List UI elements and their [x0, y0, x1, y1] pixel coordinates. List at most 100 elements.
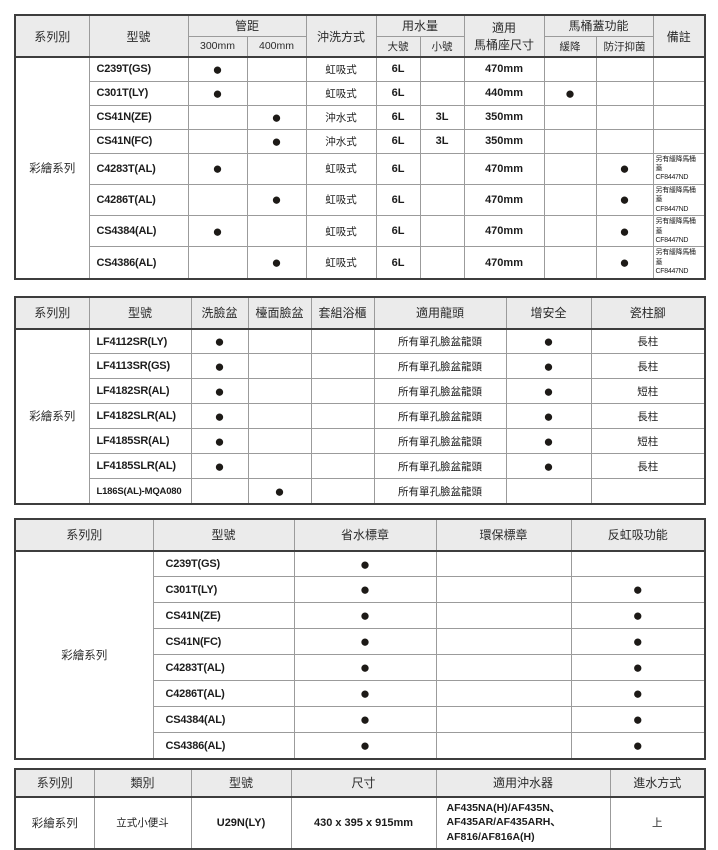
table-row: CS4384(AL) ● ● [15, 706, 706, 734]
water-small-cell [419, 183, 465, 217]
header-series: 系列別 [14, 296, 90, 330]
pipe-400mm-dot-cell: ● [246, 246, 307, 280]
flush-valve-cell: AF435NA(H)/AF435N、 AF435AR/AF435ARH、 AF8… [435, 795, 611, 850]
cabinet-dot-cell [310, 453, 375, 480]
table-row: LF4185SR(AL) ● 所有單孔臉盆龍頭 ● 短柱 [15, 428, 706, 455]
antisiphon-dot-cell [570, 549, 706, 578]
model-cell: LF4113SR(GS) [88, 353, 192, 380]
pipe-400mm-dot-cell [246, 56, 307, 82]
pipe-400mm-dot-cell [246, 80, 307, 106]
model-cell: C4286T(AL) [152, 680, 295, 708]
eco-dot-cell [435, 706, 572, 734]
counter-basin-dot-cell [247, 403, 312, 430]
antibacterial-dot-cell: ● [595, 152, 654, 185]
safety-dot-cell: ● [505, 327, 592, 355]
washbasin-dot-cell: ● [190, 403, 249, 430]
model-cell: C4286T(AL) [88, 183, 189, 217]
water-small-cell: 3L [419, 128, 465, 154]
pedestal-cell: 長柱 [590, 353, 706, 380]
header-lid-antibacterial: 防汙抑菌 [595, 35, 654, 58]
seat-size-cell: 470mm [463, 56, 545, 82]
model-cell: C4283T(AL) [88, 152, 189, 185]
model-cell: LF4182SR(AL) [88, 378, 192, 405]
safety-dot-cell: ● [505, 403, 592, 430]
table-row: CS41N(FC) ● 沖水式 6L 3L 350mm [15, 128, 706, 154]
table-row: C4283T(AL) ● 虹吸式 6L 470mm ● 另有緩降馬桶蓋 CF84… [15, 152, 706, 185]
series-cell: 彩繪系列 [14, 327, 90, 505]
pipe-300mm-dot-cell: ● [187, 56, 248, 82]
faucet-cell: 所有單孔臉盆龍頭 [373, 428, 507, 455]
pedestal-cell: 短柱 [590, 378, 706, 405]
seat-size-cell: 470mm [463, 152, 545, 185]
softclose-dot-cell [543, 246, 597, 280]
toilet-spec-table: 系列別 型號 管距 沖洗方式 用水量 適用 馬桶座尺寸 馬桶蓋功能 備註 300… [14, 14, 707, 280]
table-row: L186S(AL)-MQA080 ● 所有單孔臉盆龍頭 [15, 478, 706, 505]
antibacterial-dot-cell [595, 128, 654, 154]
model-cell: C4283T(AL) [152, 654, 295, 682]
model-cell: CS41N(ZE) [152, 602, 295, 630]
seat-size-cell: 350mm [463, 128, 545, 154]
model-cell: LF4112SR(LY) [88, 327, 192, 355]
counter-basin-dot-cell [247, 353, 312, 380]
header-size: 尺寸 [290, 768, 437, 798]
note-cell [652, 56, 706, 82]
antisiphon-dot-cell: ● [570, 732, 706, 760]
antisiphon-dot-cell: ● [570, 706, 706, 734]
model-cell: CS41N(ZE) [88, 104, 189, 130]
table-row: CS4386(AL) ● ● [15, 732, 706, 760]
antibacterial-dot-cell [595, 56, 654, 82]
water-small-cell [419, 215, 465, 248]
note-cell: 另有緩降馬桶蓋 CF8447ND [652, 152, 706, 185]
header-water-usage: 用水量 [375, 14, 465, 37]
header-pipe-400mm: 400mm [246, 35, 307, 58]
pipe-400mm-dot-cell: ● [246, 104, 307, 130]
header-faucet: 適用龍頭 [373, 296, 507, 330]
softclose-dot-cell [543, 128, 597, 154]
pedestal-cell: 短柱 [590, 428, 706, 455]
cabinet-dot-cell [310, 353, 375, 380]
pipe-400mm-dot-cell: ● [246, 128, 307, 154]
table-row: C4286T(AL) ● ● [15, 680, 706, 708]
watersaving-dot-cell: ● [293, 549, 437, 578]
safety-dot-cell: ● [505, 378, 592, 405]
flush-type-cell: 虹吸式 [305, 152, 377, 185]
pedestal-cell: 長柱 [590, 403, 706, 430]
antisiphon-dot-cell: ● [570, 602, 706, 630]
counter-basin-dot-cell [247, 378, 312, 405]
header-watersaving-label: 省水標章 [293, 518, 437, 552]
eco-dot-cell [435, 680, 572, 708]
series-cell: 彩繪系列 [14, 795, 95, 850]
model-cell: CS41N(FC) [152, 628, 295, 656]
note-cell [652, 104, 706, 130]
flush-type-cell: 沖水式 [305, 128, 377, 154]
water-big-cell: 6L [375, 128, 421, 154]
washbasin-dot-cell: ● [190, 378, 249, 405]
antibacterial-dot-cell [595, 104, 654, 130]
table-row: CS41N(FC) ● ● [15, 628, 706, 656]
series-cell: 彩繪系列 [14, 549, 154, 760]
header-washbasin: 洗臉盆 [190, 296, 249, 330]
seat-size-cell: 440mm [463, 80, 545, 106]
header-model: 型號 [152, 518, 295, 552]
watersaving-dot-cell: ● [293, 602, 437, 630]
cabinet-dot-cell [310, 327, 375, 355]
header-category: 類別 [93, 768, 192, 798]
water-big-cell: 6L [375, 56, 421, 82]
water-big-cell: 6L [375, 215, 421, 248]
pipe-400mm-dot-cell [246, 215, 307, 248]
table-row: CS41N(ZE) ● 沖水式 6L 3L 350mm [15, 104, 706, 130]
model-cell: C301T(LY) [152, 576, 295, 604]
eco-dot-cell [435, 576, 572, 604]
pipe-300mm-dot-cell: ● [187, 152, 248, 185]
pipe-300mm-dot-cell: ● [187, 215, 248, 248]
header-lid-softclose: 緩降 [543, 35, 597, 58]
washbasin-dot-cell [190, 478, 249, 505]
note-cell: 另有緩降馬桶蓋 CF8447ND [652, 215, 706, 248]
softclose-dot-cell [543, 104, 597, 130]
seat-size-cell: 470mm [463, 183, 545, 217]
antibacterial-dot-cell: ● [595, 183, 654, 217]
flush-type-cell: 虹吸式 [305, 246, 377, 280]
water-big-cell: 6L [375, 246, 421, 280]
softclose-dot-cell [543, 215, 597, 248]
